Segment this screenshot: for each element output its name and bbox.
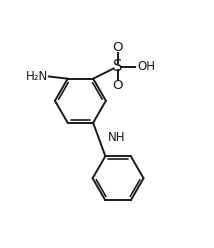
Text: O: O xyxy=(112,80,123,93)
Text: S: S xyxy=(113,59,122,74)
Text: NH: NH xyxy=(108,131,126,144)
Text: O: O xyxy=(112,40,123,54)
Text: H₂N: H₂N xyxy=(25,69,48,83)
Text: OH: OH xyxy=(137,60,155,73)
